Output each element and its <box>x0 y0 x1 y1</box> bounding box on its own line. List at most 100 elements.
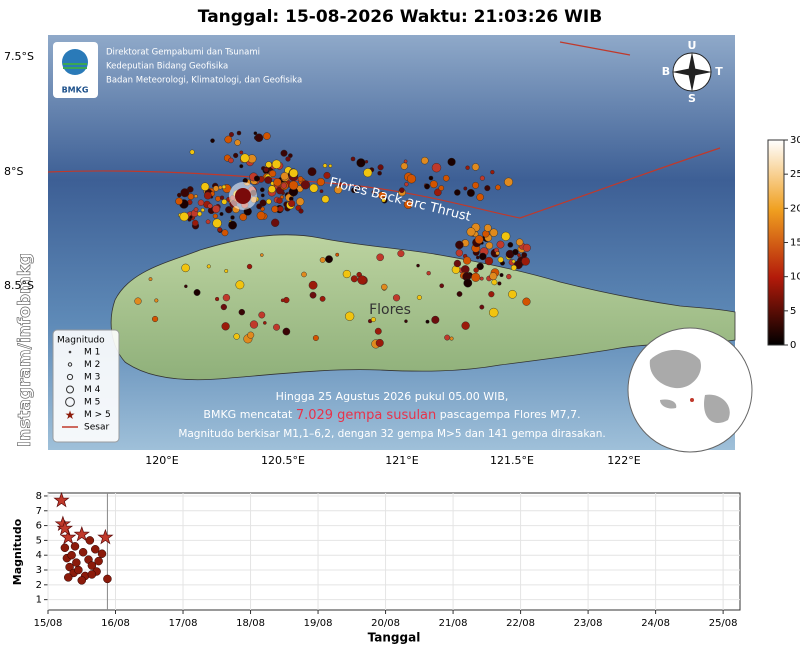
lon-label: 121°E <box>385 454 418 467</box>
x-tick-label: 15/08 <box>34 618 63 629</box>
epicenter <box>219 212 224 216</box>
epicenter <box>345 311 355 321</box>
epicenter <box>319 295 326 302</box>
legend-symbol <box>66 385 74 394</box>
epicenter <box>453 259 462 268</box>
epicenter <box>189 149 195 155</box>
point <box>74 565 83 575</box>
epicenter <box>319 189 324 194</box>
epicenter <box>207 203 213 209</box>
y-tick-label: 4 <box>36 550 42 561</box>
epicenter <box>280 149 288 157</box>
epicenter <box>504 177 513 187</box>
epicenter <box>184 284 188 289</box>
island-label: Flores <box>369 302 411 318</box>
chart: Magnitudo Tanggal 1 2 3 4 5 6 7 8 15/08 16/08 17/0… <box>11 491 741 645</box>
epicenter <box>247 331 255 339</box>
point <box>70 542 80 551</box>
x-tick-label: 20/08 <box>371 618 400 629</box>
point <box>60 543 70 553</box>
epicenter <box>447 157 456 166</box>
epicenter <box>442 174 450 182</box>
epicenter <box>224 135 233 144</box>
epicenter <box>510 264 517 271</box>
epicenter <box>224 269 229 273</box>
legend-symbol <box>66 373 74 381</box>
point <box>65 562 74 572</box>
epicenter <box>154 298 159 303</box>
sea <box>48 35 735 450</box>
epicenter <box>476 193 484 201</box>
title: Tanggal: 15-08-2026 Waktu: 21:03:26 WIB <box>198 7 602 27</box>
epicenter <box>463 256 472 265</box>
epicenter <box>416 263 420 268</box>
x-tick-label: 16/08 <box>101 618 130 629</box>
epicenter <box>456 291 463 297</box>
epicenter <box>425 319 430 324</box>
agency: Badan Meteorologi, Klimatologi, dan Geof… <box>106 76 302 86</box>
caption-highlight: 7.029 gempa susulan <box>296 408 436 423</box>
epicenter <box>212 213 218 219</box>
y-axis-label: Magnitudo <box>11 518 24 585</box>
epicenter <box>297 176 304 182</box>
y-tick-label: 2 <box>36 580 42 591</box>
colorbar-label: 15 <box>790 238 800 249</box>
legend-items: M 1 M 2 M 3 M 4 M 5 ★ M > 5 Sesar <box>62 348 111 433</box>
epicenter <box>256 211 266 221</box>
x-tick-label: 25/08 <box>709 618 738 629</box>
epicenter <box>219 195 225 200</box>
lon-label: 120°E <box>145 454 178 467</box>
epicenter <box>309 183 319 193</box>
epicenter <box>376 253 384 262</box>
epicenter <box>429 180 438 189</box>
agency: Kedeputian Bidang Geofisika <box>106 62 228 72</box>
legend-label: M 4 <box>84 385 101 395</box>
epicenter <box>321 195 330 204</box>
epicenter <box>431 315 440 324</box>
epicenter <box>265 161 272 168</box>
epicenter <box>449 336 454 341</box>
epicenter <box>356 158 366 168</box>
epicenter <box>217 227 223 233</box>
epicenter <box>357 275 367 285</box>
epicenter <box>521 252 528 258</box>
epicenter <box>268 185 276 193</box>
x-tick-label: 19/08 <box>304 618 333 629</box>
epicenter <box>507 241 514 248</box>
epicenter <box>280 298 285 303</box>
point <box>103 574 112 584</box>
colorbar: 0 5 10 15 20 25 30 <box>767 135 800 351</box>
point-star <box>56 519 74 536</box>
epicenter <box>511 259 516 264</box>
epicenter <box>300 180 310 190</box>
epicenter <box>479 276 484 281</box>
epicenter <box>148 277 153 282</box>
logo-mark <box>63 63 87 69</box>
epicenter <box>235 280 245 290</box>
x-tick-label: 18/08 <box>236 618 265 629</box>
watermark: Instagram/infobmkg <box>15 253 35 447</box>
epicenter <box>521 257 530 266</box>
y-tick-label: 1 <box>36 595 42 606</box>
epicenter <box>258 311 266 319</box>
y-tick-label: 8 <box>36 491 42 502</box>
epicenter <box>285 156 291 162</box>
epicenter <box>496 240 505 249</box>
epicenter <box>463 278 473 288</box>
lon-labels: 120°E 120.5°E 121°E 121.5°E 122°E <box>145 454 640 467</box>
epicenter <box>215 195 221 202</box>
lon-label: 120.5°E <box>261 454 305 467</box>
epicenter <box>484 185 491 192</box>
epicenter <box>206 264 211 269</box>
epicenter <box>230 215 235 220</box>
legend-label: M 2 <box>84 360 100 370</box>
epicenter <box>338 182 343 187</box>
epicenter <box>179 212 189 222</box>
caption-line: BMKG mencatat 7.029 gempa susulan pascag… <box>203 408 580 423</box>
colorbar-label: 5 <box>790 306 796 317</box>
caption-text: BMKG mencatat <box>203 408 295 421</box>
epicenter <box>325 255 333 264</box>
inset-globe <box>627 327 753 453</box>
flores-island <box>110 234 736 381</box>
epicenter <box>455 249 463 257</box>
